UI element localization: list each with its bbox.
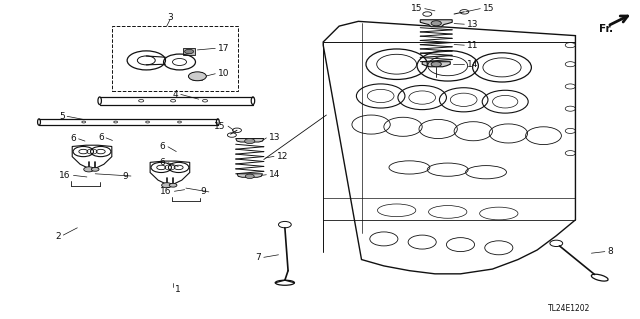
- Text: 10: 10: [218, 69, 229, 78]
- Polygon shape: [236, 138, 264, 142]
- Polygon shape: [237, 174, 262, 177]
- Text: 17: 17: [218, 44, 229, 53]
- Text: 13: 13: [467, 20, 478, 29]
- Text: 14: 14: [269, 170, 280, 179]
- Circle shape: [92, 167, 99, 171]
- Text: 2: 2: [56, 232, 61, 241]
- Polygon shape: [420, 20, 452, 27]
- Text: 16: 16: [60, 171, 71, 180]
- Text: 6: 6: [160, 158, 166, 167]
- Circle shape: [244, 138, 255, 144]
- Circle shape: [162, 183, 172, 188]
- Text: 8: 8: [607, 247, 613, 256]
- Text: 3: 3: [167, 13, 173, 22]
- Text: 1: 1: [175, 285, 181, 294]
- Text: TL24E1202: TL24E1202: [548, 304, 590, 313]
- Text: 5: 5: [59, 112, 65, 121]
- Text: 11: 11: [467, 41, 478, 50]
- Text: 15: 15: [483, 4, 494, 13]
- Circle shape: [431, 62, 442, 67]
- Text: 6: 6: [160, 142, 166, 151]
- Circle shape: [169, 183, 177, 187]
- Text: 6: 6: [99, 133, 104, 142]
- Text: 16: 16: [161, 187, 172, 196]
- Bar: [182, 48, 195, 55]
- Circle shape: [188, 72, 206, 81]
- Text: Fr.: Fr.: [599, 24, 613, 34]
- Text: 14: 14: [467, 60, 478, 69]
- Text: 15: 15: [411, 4, 422, 13]
- Text: 9: 9: [200, 187, 206, 197]
- Circle shape: [184, 49, 193, 54]
- Text: 13: 13: [269, 133, 280, 142]
- Text: 7: 7: [255, 253, 261, 262]
- Circle shape: [245, 174, 254, 179]
- Text: 9: 9: [123, 172, 129, 181]
- Text: 12: 12: [276, 152, 288, 161]
- Circle shape: [431, 21, 442, 26]
- Text: 15: 15: [214, 122, 225, 131]
- Circle shape: [84, 167, 94, 172]
- Polygon shape: [422, 62, 451, 67]
- Text: 6: 6: [70, 134, 76, 143]
- Text: 4: 4: [173, 90, 178, 99]
